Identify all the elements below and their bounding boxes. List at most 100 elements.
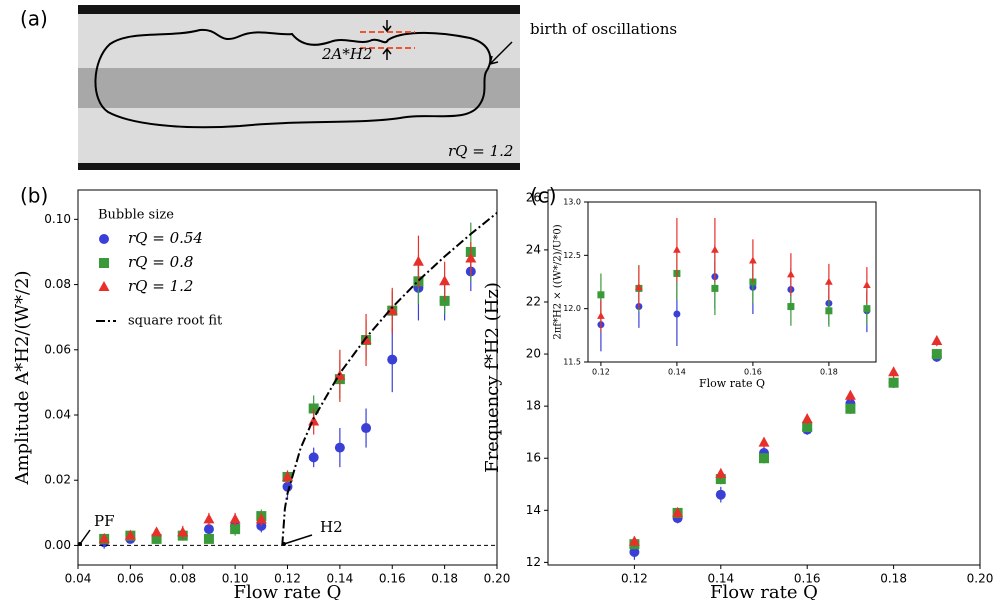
marker [98, 532, 110, 543]
annotation-arrowhead [78, 542, 82, 546]
marker [203, 513, 215, 524]
marker [151, 533, 162, 544]
y-tick-label: 0.10 [44, 212, 71, 226]
annotation-arrow [79, 529, 91, 545]
panel-label: (b) [20, 184, 48, 208]
marker [98, 281, 110, 291]
y-tick-label: 26 [526, 190, 541, 204]
amplitude-arrows [382, 20, 392, 60]
oscillation-arrow [489, 41, 513, 65]
y-tick-label: 13.0 [563, 198, 581, 207]
legend-label: rQ = 1.2 [128, 277, 193, 295]
marker [177, 526, 189, 537]
x-tick-label: 0.12 [274, 572, 301, 586]
marker [386, 304, 398, 315]
marker [334, 442, 345, 453]
marker [203, 533, 214, 544]
marker [787, 303, 795, 311]
legend-label: rQ = 0.8 [128, 253, 193, 271]
marker [825, 277, 833, 285]
y-tick-label: 0.06 [44, 342, 71, 356]
legend-title: Bubble size [98, 208, 174, 223]
x-axis-label: Flow rate Q [234, 582, 342, 600]
marker [282, 470, 293, 481]
annotation: H2 [320, 518, 343, 536]
x-tick-label: 0.16 [744, 368, 762, 377]
x-tick-label: 0.06 [117, 572, 144, 586]
marker [465, 252, 477, 263]
x-tick-label: 0.20 [967, 572, 994, 586]
marker [203, 524, 214, 535]
panel-label: (c) [530, 184, 557, 208]
x-tick-label: 0.04 [65, 572, 92, 586]
marker [124, 529, 136, 540]
x-tick-label: 0.14 [707, 572, 734, 586]
y-tick-label: 16 [526, 451, 541, 465]
plot-area [77, 189, 498, 566]
annotation-arrow [283, 534, 313, 545]
x-tick-label: 0.18 [431, 572, 458, 586]
marker [635, 283, 643, 291]
panel-label: (a) [20, 7, 48, 31]
y-tick-label: 0.00 [44, 538, 71, 552]
x-tick-label: 0.14 [668, 368, 686, 377]
annotation: birth of oscillations [530, 20, 677, 38]
x-axis-label: Flow rate Q [710, 582, 818, 600]
marker [597, 311, 605, 319]
y-axis-label: 2πf*H2 × ((W*/2)/U*0) [553, 224, 564, 339]
marker [715, 489, 726, 500]
marker [412, 255, 424, 266]
marker [759, 453, 769, 464]
axes: 0.12 0.14 0.16 0.18 11.5 12.0 12.5 13.0 Flow rat… [553, 198, 877, 390]
line-series [281, 212, 498, 546]
x-tick-label: 0.10 [222, 572, 249, 586]
y-tick-label: 0.08 [44, 277, 71, 291]
x-tick-label: 0.08 [169, 572, 196, 586]
marker [255, 513, 267, 524]
x-tick-label: 0.12 [621, 572, 648, 586]
marker [629, 546, 640, 557]
marker [787, 270, 795, 278]
y-tick-label: 12.5 [563, 251, 581, 260]
x-tick-label: 0.18 [820, 368, 838, 377]
marker [845, 403, 856, 414]
y-tick-label: 11.5 [563, 358, 581, 367]
marker [863, 305, 871, 313]
marker [802, 421, 813, 432]
y-axis-label: Frequency f*H2 (Hz) [482, 282, 503, 473]
marker [844, 389, 856, 400]
marker [931, 349, 942, 360]
marker [711, 284, 719, 292]
marker [361, 423, 372, 434]
marker [99, 258, 109, 268]
marker [672, 506, 684, 517]
x-tick-label: 0.20 [484, 572, 511, 586]
x-axis-label: Flow rate Q [699, 377, 765, 390]
x-tick-label: 0.16 [379, 572, 406, 586]
annotation-arrowhead [282, 542, 286, 546]
y-tick-label: 24 [526, 242, 541, 256]
marker [715, 467, 727, 478]
y-tick-label: 0.02 [44, 473, 71, 487]
marker [230, 524, 241, 535]
marker [673, 245, 681, 253]
marker [888, 366, 900, 377]
y-tick-label: 14 [526, 503, 541, 517]
marker [99, 234, 109, 244]
legend-label: square root fit [128, 314, 223, 329]
plot-area [587, 201, 877, 363]
marker [308, 452, 319, 463]
y-tick-label: 12.0 [563, 304, 581, 313]
marker [888, 377, 899, 388]
marker [931, 335, 943, 346]
x-tick-label: 0.14 [327, 572, 354, 586]
marker [439, 275, 451, 286]
marker [758, 436, 770, 447]
y-tick-label: 18 [526, 399, 541, 413]
marker [387, 354, 398, 365]
y-tick-label: 20 [526, 347, 541, 361]
marker [801, 413, 813, 424]
y-tick-label: 22 [526, 294, 541, 308]
annotation: PF [94, 512, 115, 530]
